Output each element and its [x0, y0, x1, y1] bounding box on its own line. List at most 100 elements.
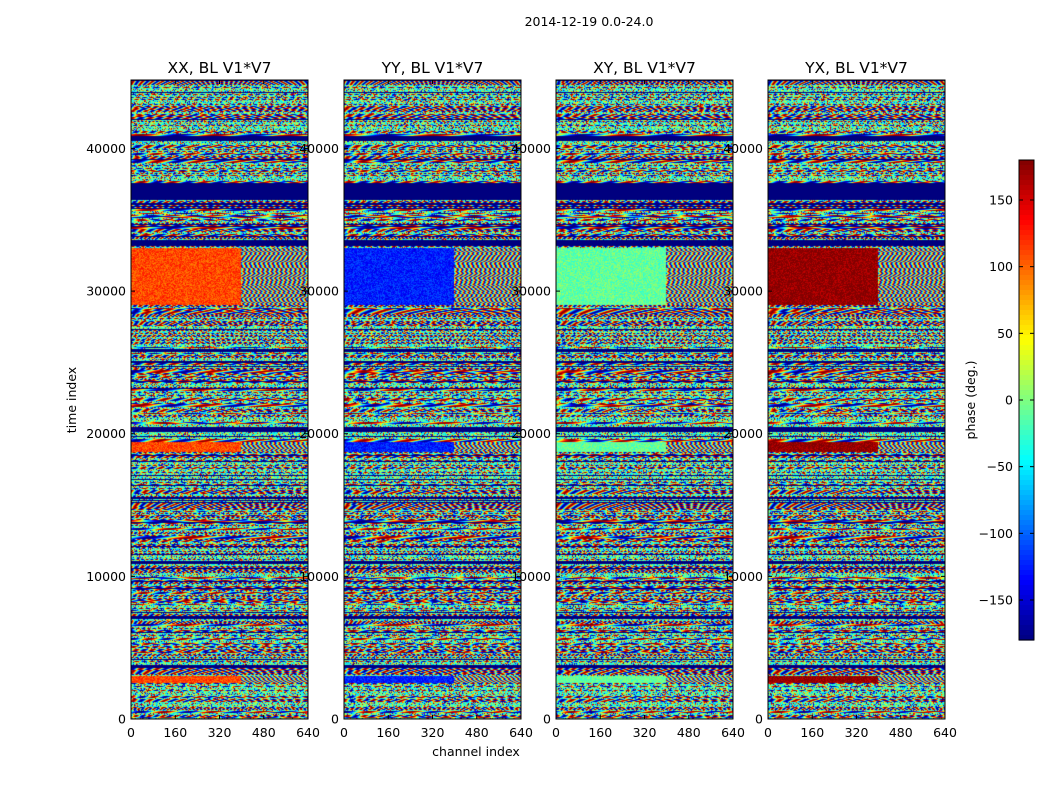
colorbar-segment — [1019, 605, 1034, 611]
colorbar-segment — [1019, 580, 1034, 586]
colorbar-segment — [1019, 295, 1034, 301]
colorbar: −150 −100 −50 0 50 100 150 phase (deg.) — [963, 159, 1035, 641]
colorbar-segment — [1019, 265, 1034, 271]
colorbar-segment — [1019, 420, 1034, 426]
colorbar-segment — [1019, 290, 1034, 296]
colorbar-tick-label-3: 0 — [1005, 393, 1013, 408]
colorbar-segment — [1019, 400, 1034, 406]
colorbar-tick-label-2: −50 — [987, 459, 1013, 474]
colorbar-segment — [1019, 440, 1034, 446]
x-tick-label-2-1: 160 — [376, 725, 400, 740]
panel-title-3: XY, BL V1*V7 — [593, 59, 696, 77]
colorbar-segment — [1019, 185, 1034, 191]
x-tick-label-1-4: 640 — [296, 725, 320, 740]
colorbar-segment — [1019, 520, 1034, 526]
y-tick-label-2-3: 30000 — [299, 284, 339, 299]
x-tick-label-2-3: 480 — [465, 725, 489, 740]
colorbar-segment — [1019, 210, 1034, 216]
x-tick-label-1-3: 480 — [252, 725, 276, 740]
y-tick-label-1-3: 30000 — [86, 284, 126, 299]
colorbar-segment — [1019, 470, 1034, 476]
colorbar-tick-label-5: 100 — [989, 259, 1013, 274]
y-tick-label-3-1: 10000 — [511, 569, 551, 584]
colorbar-segment — [1019, 450, 1034, 456]
x-tick-label-2-4: 640 — [509, 725, 533, 740]
colorbar-segment — [1019, 415, 1034, 421]
colorbar-segment — [1019, 310, 1034, 316]
x-tick-label-4-1: 160 — [800, 725, 824, 740]
colorbar-segment — [1019, 385, 1034, 391]
colorbar-segment — [1019, 560, 1034, 566]
panel-title-1: XX, BL V1*V7 — [168, 59, 272, 77]
colorbar-segment — [1019, 205, 1034, 211]
colorbar-segment — [1019, 530, 1034, 536]
colorbar-segment — [1019, 630, 1034, 636]
colorbar-segment — [1019, 165, 1034, 171]
colorbar-segment — [1019, 430, 1034, 436]
colorbar-segment — [1019, 620, 1034, 626]
colorbar-segment — [1019, 465, 1034, 471]
colorbar-segment — [1019, 285, 1034, 291]
colorbar-segment — [1019, 570, 1034, 576]
colorbar-segment — [1019, 545, 1034, 551]
colorbar-segment — [1019, 590, 1034, 596]
colorbar-segment — [1019, 585, 1034, 591]
colorbar-segment — [1019, 305, 1034, 311]
colorbar-segment — [1019, 280, 1034, 286]
y-tick-label-4-2: 20000 — [723, 426, 763, 441]
colorbar-segment — [1019, 255, 1034, 261]
colorbar-segment — [1019, 195, 1034, 201]
panel-title-2: YY, BL V1*V7 — [381, 59, 484, 77]
x-axis-label: channel index — [432, 744, 520, 759]
colorbar-segment — [1019, 315, 1034, 321]
colorbar-segment — [1019, 595, 1034, 601]
colorbar-segment — [1019, 340, 1034, 346]
heatmap-image-2 — [344, 80, 521, 719]
colorbar-segment — [1019, 250, 1034, 256]
colorbar-tick-label-6: 150 — [989, 193, 1013, 208]
y-tick-label-4-0: 0 — [755, 712, 763, 727]
y-tick-label-1-1: 10000 — [86, 569, 126, 584]
figure-suptitle: 2014-12-19 0.0-24.0 — [525, 14, 654, 29]
colorbar-segment — [1019, 600, 1034, 606]
heatmap-image-1 — [131, 80, 308, 719]
x-tick-label-1-2: 320 — [208, 725, 232, 740]
colorbar-segment — [1019, 475, 1034, 481]
colorbar-segment — [1019, 625, 1034, 631]
panel-1: XX, BL V1*V7 0 160 320 480 640 0 10000 20000 3000… — [86, 59, 320, 740]
colorbar-segment — [1019, 515, 1034, 521]
y-tick-label-1-2: 20000 — [86, 426, 126, 441]
x-tick-label-4-4: 640 — [933, 725, 957, 740]
colorbar-segment — [1019, 335, 1034, 341]
colorbar-segment — [1019, 575, 1034, 581]
colorbar-segment — [1019, 485, 1034, 491]
colorbar-segment — [1019, 495, 1034, 501]
colorbar-segment — [1019, 455, 1034, 461]
colorbar-segment — [1019, 355, 1034, 361]
y-tick-label-1-0: 0 — [118, 712, 126, 727]
x-tick-label-3-1: 160 — [588, 725, 612, 740]
colorbar-segment — [1019, 180, 1034, 186]
y-tick-label-3-3: 30000 — [511, 284, 551, 299]
y-tick-label-2-4: 40000 — [299, 141, 339, 156]
colorbar-segment — [1019, 370, 1034, 376]
panels-group: XX, BL V1*V7 0 160 320 480 640 0 10000 20000 3000… — [86, 59, 957, 740]
colorbar-segment — [1019, 345, 1034, 351]
colorbar-segment — [1019, 275, 1034, 281]
colorbar-segment — [1019, 200, 1034, 206]
y-tick-label-1-4: 40000 — [86, 141, 126, 156]
colorbar-segment — [1019, 270, 1034, 276]
colorbar-segment — [1019, 220, 1034, 226]
y-tick-label-2-2: 20000 — [299, 426, 339, 441]
colorbar-tick-label-0: −150 — [979, 593, 1013, 608]
colorbar-segment — [1019, 240, 1034, 246]
colorbar-segment — [1019, 425, 1034, 431]
colorbar-segment — [1019, 555, 1034, 561]
panel-2: YY, BL V1*V7 0 160 320 480 640 0 10000 20000 3000… — [299, 59, 533, 740]
colorbar-segment — [1019, 395, 1034, 401]
x-tick-label-4-2: 320 — [845, 725, 869, 740]
colorbar-segment — [1019, 445, 1034, 451]
colorbar-segment — [1019, 175, 1034, 181]
y-tick-label-2-1: 10000 — [299, 569, 339, 584]
